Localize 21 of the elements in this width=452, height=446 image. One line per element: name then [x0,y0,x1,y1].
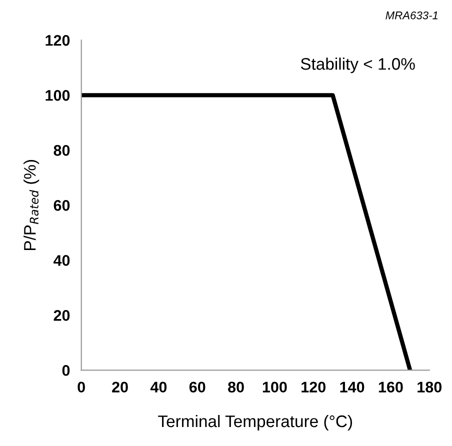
x-tick-label: 160 [378,382,403,393]
y-tick-label: 100 [46,90,70,101]
annotation: Stability < 1.0% [300,58,415,74]
y-tick-label: 20 [54,310,70,321]
y-tick-label: 40 [53,255,70,266]
x-tick-label: 180 [418,382,442,393]
y-tick-label: 60 [54,200,70,211]
x-tick-label: 120 [302,382,326,393]
x-tick-label: 40 [150,382,167,393]
x-tick-label: 60 [189,382,206,393]
x-tick-label: 0 [78,382,85,393]
x-tick-label: 80 [228,382,244,393]
y-tick-label: 80 [54,145,70,156]
x-tick-label: 100 [262,382,287,393]
y-tick-label: 0 [62,365,70,376]
x-tick-label: 20 [112,382,128,393]
y-axis-title: P/P$_{Rated}$ (%) [24,160,40,250]
text: MRA633-1 [386,11,438,20]
x-axis-title: Terminal Temperature (°C) [158,414,352,431]
y-tick-label: 120 [46,35,70,46]
x-tick-label: 140 [340,382,364,393]
